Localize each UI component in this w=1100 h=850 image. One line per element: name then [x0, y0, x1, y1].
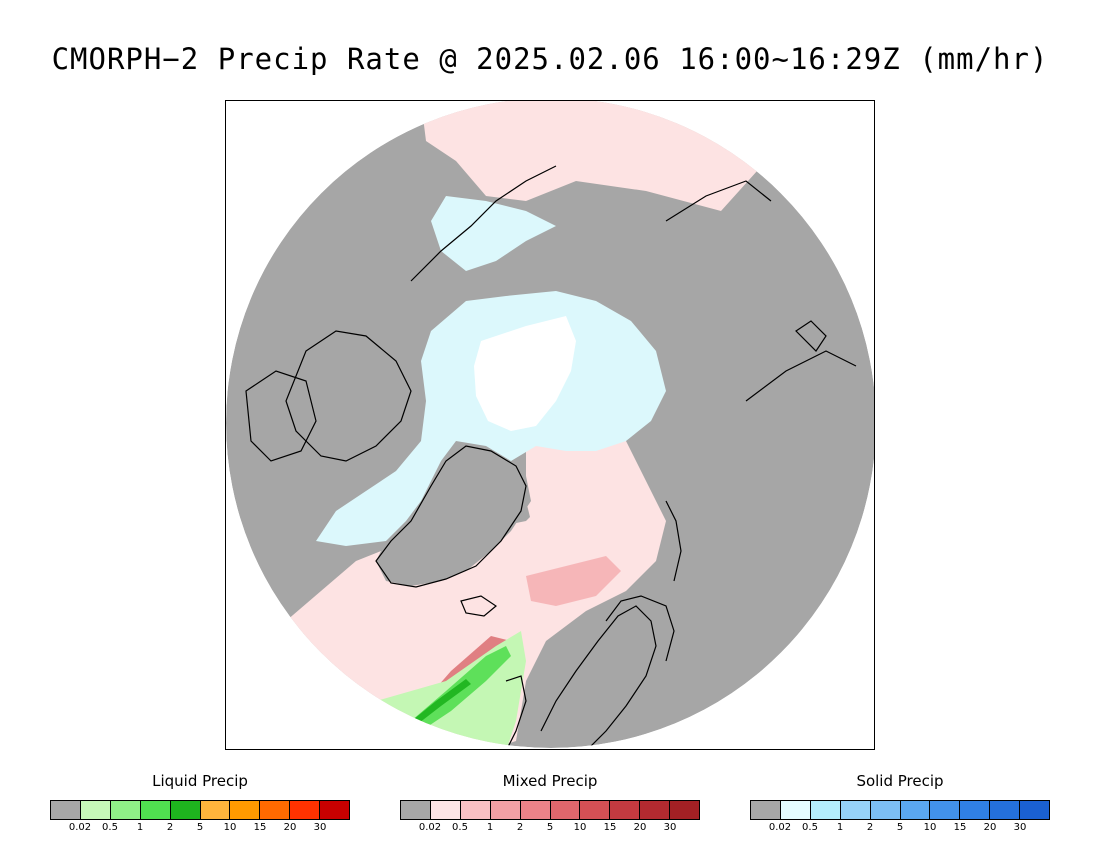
legend-swatch — [51, 801, 81, 819]
legend-swatch — [401, 801, 431, 819]
legend-tick-label: 0.5 — [102, 822, 118, 833]
legend-swatch — [960, 801, 991, 819]
legend-tick-label: 10 — [573, 822, 587, 833]
legend-tick-label: 1 — [136, 822, 144, 833]
legend-swatch — [110, 801, 141, 819]
coastlines — [245, 165, 857, 748]
polar-no-data-region — [474, 316, 576, 431]
legend-mixed-precip: Mixed Precip 0.02 0.5 1 2 5 10 15 20 30 — [400, 772, 700, 834]
liquid-precip-core — [414, 679, 471, 723]
legend-title: Mixed Precip — [502, 772, 598, 790]
chart-title: CMORPH−2 Precip Rate @ 2025.02.06 16:00~… — [51, 42, 1049, 76]
legend-tick-label: 1 — [486, 822, 494, 833]
legend-solid-precip: Solid Precip 0.02 0.5 1 2 5 10 15 20 30 — [750, 772, 1050, 834]
legend-tick-label: 30 — [313, 822, 327, 833]
mixed-precip-area-moderate — [526, 556, 621, 606]
legend-tick-label: 1 — [836, 822, 844, 833]
legend-tick-label: 0.5 — [452, 822, 468, 833]
legend-swatch — [1020, 801, 1050, 819]
legend-tick-label: 20 — [283, 822, 297, 833]
legend-swatch — [490, 801, 521, 819]
legend-swatch — [930, 801, 961, 819]
legend-swatch — [780, 801, 811, 819]
legend-liquid-precip: Liquid Precip 0.02 0.5 1 2 5 10 15 20 30 — [50, 772, 350, 834]
legend-swatch — [260, 801, 291, 819]
polar-map-svg — [226, 101, 874, 748]
legend-tick-label: 5 — [896, 822, 904, 833]
legend-swatch — [870, 801, 901, 819]
legend-swatch — [140, 801, 171, 819]
legend-swatch — [640, 801, 671, 819]
legend-swatch — [170, 801, 201, 819]
solid-precip-area-siberia — [431, 196, 556, 271]
legend-swatch — [580, 801, 611, 819]
legend-tick-label: 20 — [983, 822, 997, 833]
legend-swatch — [430, 801, 461, 819]
legend-tick-label: 0.02 — [418, 822, 442, 833]
legend-swatch — [610, 801, 641, 819]
legend-swatch — [460, 801, 491, 819]
legend-ticks: 0.02 0.5 1 2 5 10 15 20 30 — [400, 822, 700, 834]
legend-swatch — [80, 801, 111, 819]
legend-swatch — [550, 801, 581, 819]
legend-swatch — [320, 801, 350, 819]
precip-map — [225, 100, 875, 750]
mixed-precip-area-norwegian-sea — [526, 406, 646, 581]
legend-tick-label: 15 — [953, 822, 967, 833]
legend-tick-label: 0.02 — [68, 822, 92, 833]
legend-tick-label: 20 — [633, 822, 647, 833]
legend-tick-label: 2 — [516, 822, 524, 833]
legend-tick-label: 30 — [1013, 822, 1027, 833]
legend-title: Solid Precip — [856, 772, 944, 790]
legend-tick-label: 10 — [223, 822, 237, 833]
legend-swatch — [290, 801, 321, 819]
legend-swatches — [750, 800, 1050, 820]
legend-swatch — [200, 801, 231, 819]
legend-swatch — [990, 801, 1021, 819]
legend-tick-label: 10 — [923, 822, 937, 833]
legend-tick-label: 2 — [166, 822, 174, 833]
legend-ticks: 0.02 0.5 1 2 5 10 15 20 30 — [750, 822, 1050, 834]
legend-swatch — [900, 801, 931, 819]
legend-tick-label: 5 — [196, 822, 204, 833]
legend-tick-label: 0.02 — [768, 822, 792, 833]
legend-tick-label: 2 — [866, 822, 874, 833]
legend-swatch — [751, 801, 781, 819]
legend-swatch — [230, 801, 261, 819]
legend-tick-label: 0.5 — [802, 822, 818, 833]
legend-swatch — [670, 801, 700, 819]
legend-tick-label: 15 — [603, 822, 617, 833]
legend-swatch — [520, 801, 551, 819]
legend-swatches — [50, 800, 350, 820]
legend-swatch — [810, 801, 841, 819]
legend-ticks: 0.02 0.5 1 2 5 10 15 20 30 — [50, 822, 350, 834]
legend-swatch — [840, 801, 871, 819]
legend-swatches — [400, 800, 700, 820]
mixed-precip-area-arctic — [421, 101, 766, 211]
legend-tick-label: 5 — [546, 822, 554, 833]
legend-title: Liquid Precip — [152, 772, 248, 790]
legend-tick-label: 30 — [663, 822, 677, 833]
legend-tick-label: 15 — [253, 822, 267, 833]
